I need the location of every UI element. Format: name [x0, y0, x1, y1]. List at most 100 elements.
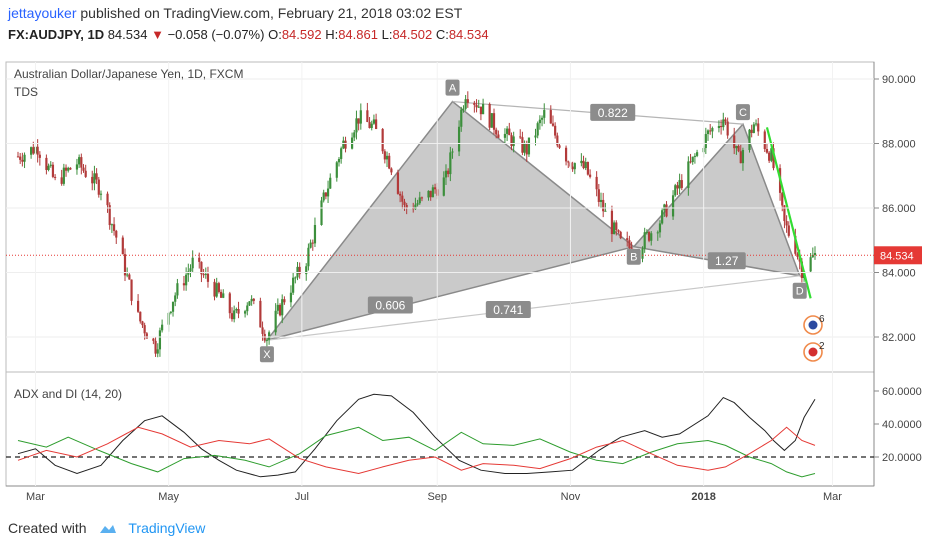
- candle-body: [783, 205, 786, 222]
- candle-body: [650, 233, 653, 241]
- candle-body: [217, 283, 220, 292]
- candle-body: [689, 161, 692, 163]
- japan-flag-center: [808, 347, 818, 357]
- candle-body: [99, 193, 103, 195]
- candle-body: [91, 176, 94, 184]
- candle-body: [106, 193, 109, 206]
- candle-body: [473, 102, 476, 105]
- price-tick-label: 84.000: [882, 268, 916, 280]
- candle-body: [444, 170, 448, 178]
- candle-body: [399, 193, 402, 196]
- candle-body: [340, 148, 343, 159]
- candle-body: [492, 113, 496, 130]
- ratio-badge: [707, 252, 746, 270]
- high-value: 84.861: [338, 27, 378, 42]
- candle-body: [433, 187, 437, 190]
- adx-lines: [6, 393, 874, 478]
- candle-body: [800, 261, 803, 279]
- australia-flag-center: [808, 320, 818, 330]
- candle-body: [726, 121, 729, 136]
- pattern-point-label: B: [630, 252, 637, 264]
- candle-body: [462, 108, 465, 110]
- candle-body: [564, 147, 568, 162]
- candle-body: [768, 152, 771, 161]
- candle-body: [128, 274, 131, 280]
- candle-body: [558, 145, 561, 148]
- candle-body: [787, 225, 790, 236]
- candle-body: [62, 167, 65, 184]
- candle-body: [372, 119, 376, 124]
- candle-body: [693, 155, 697, 157]
- candle-body: [418, 197, 421, 204]
- created-with-text: Created with: [8, 520, 87, 536]
- candle-body: [704, 134, 707, 149]
- axes: 82.000 84.000 86.000 88.000 90.000 20.0000 40.…: [6, 62, 922, 503]
- candle-body: [51, 164, 55, 177]
- candle-body: [643, 232, 646, 249]
- price-change: −0.058 (−0.07%): [167, 27, 265, 42]
- candle-body: [479, 106, 483, 115]
- candle-body: [405, 204, 408, 208]
- candle-body: [420, 197, 424, 199]
- candle-body: [720, 125, 723, 128]
- candle-body: [595, 176, 598, 190]
- candle-body: [215, 283, 218, 297]
- candle-body: [78, 157, 81, 165]
- candle-body: [586, 162, 590, 175]
- candle-body: [754, 123, 758, 125]
- ratio-badge: [485, 300, 531, 318]
- candle-body: [390, 168, 393, 173]
- candle-body: [219, 291, 223, 298]
- open-value: 84.592: [281, 27, 322, 42]
- pattern-point-label: X: [263, 349, 271, 361]
- candle-body: [748, 129, 751, 151]
- ratio-label: 0.606: [375, 298, 405, 312]
- candle-body: [259, 300, 262, 328]
- candle-body: [161, 324, 164, 331]
- candle-body: [281, 299, 284, 316]
- candle-body: [357, 118, 360, 124]
- author-link[interactable]: jettayouker: [8, 5, 77, 21]
- candle-body: [538, 119, 541, 124]
- candle-body: [656, 232, 659, 234]
- trend-line: [765, 127, 812, 299]
- candle-body: [403, 201, 406, 205]
- candle-body: [763, 131, 766, 150]
- adx-pane-title: ADX and DI (14, 20): [14, 387, 122, 401]
- publish-info: jettayouker published on TradingView.com…: [8, 5, 462, 21]
- candle-body: [337, 158, 341, 163]
- candle-body: [794, 235, 797, 254]
- candle-body: [198, 257, 201, 262]
- candle-body: [121, 237, 124, 255]
- symbol-label: FX:AUDJPY, 1D: [8, 27, 105, 42]
- candle-body: [619, 231, 622, 239]
- tradingview-brand[interactable]: TradingView: [128, 520, 206, 536]
- footer: Created with TradingView: [8, 520, 205, 536]
- candle-body: [38, 154, 41, 158]
- down-arrow-icon: ▼: [151, 27, 164, 42]
- pattern-overlay: 84.534 X A B C D 0.606 0.822 1.27 0.741 6 2: [6, 79, 922, 363]
- candle-body: [551, 123, 555, 126]
- candle-body: [36, 146, 39, 155]
- candle-body: [796, 253, 799, 257]
- pattern-point-badge: [792, 282, 807, 299]
- main-pane: [5, 61, 875, 487]
- candle-body: [204, 273, 207, 275]
- candle-body: [540, 117, 544, 120]
- candle-body: [276, 304, 279, 311]
- candle-body: [156, 349, 159, 354]
- price-tick-label: 88.000: [882, 139, 916, 151]
- pattern-point-label: A: [449, 83, 457, 95]
- candle-body: [305, 266, 308, 275]
- close-value: 84.534: [448, 27, 489, 42]
- candle-body: [641, 248, 644, 259]
- candle-body: [342, 140, 345, 149]
- pattern-point-badge: [735, 104, 750, 121]
- candle-body: [171, 301, 175, 312]
- candle-body: [490, 113, 493, 128]
- candle-body: [626, 238, 629, 241]
- candle-body: [322, 192, 325, 201]
- candle-body: [661, 210, 664, 224]
- candle-body: [809, 257, 812, 272]
